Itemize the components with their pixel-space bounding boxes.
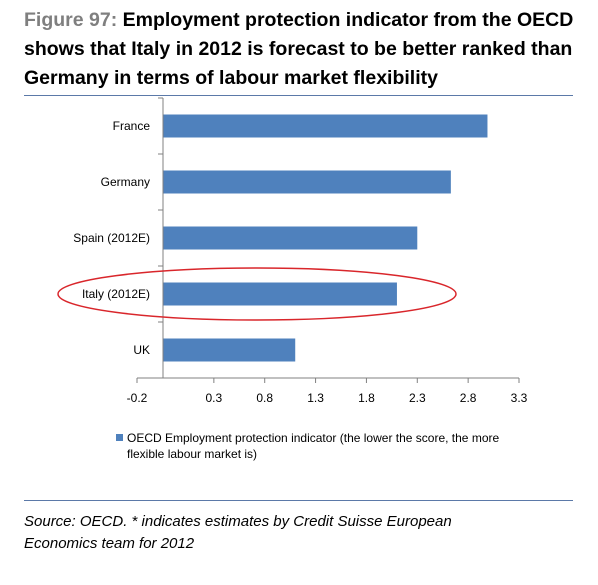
x-tick-label: 1.8 <box>358 391 375 405</box>
axes-group <box>136 97 520 383</box>
x-tick-label: 0.8 <box>256 391 273 405</box>
category-label: Italy (2012E) <box>82 287 150 301</box>
x-tick-label: 3.3 <box>511 391 528 405</box>
category-label: UK <box>133 343 150 357</box>
bottom-divider <box>24 500 573 501</box>
figure-title: Employment protection indicator from the… <box>24 9 574 89</box>
figure-heading: Figure 97: Employment protection indicat… <box>24 6 584 93</box>
source-line-2: Economics team for 2012 <box>24 535 195 552</box>
bar-italy-2012e <box>163 282 397 306</box>
legend-line-1: OECD Employment protection indicator (th… <box>127 431 499 445</box>
tick-labels: -0.2 0.3 0.8 1.3 1.8 2.3 2.8 3.3 <box>127 391 528 405</box>
category-label: Germany <box>101 175 150 189</box>
bar-france <box>163 114 488 138</box>
x-tick-label: 0.3 <box>206 391 223 405</box>
bars-group <box>163 114 488 362</box>
top-divider <box>24 95 573 96</box>
x-tick-label: 2.8 <box>460 391 477 405</box>
x-tick-label: -0.2 <box>127 391 148 405</box>
highlight-ellipse <box>57 267 457 321</box>
x-tick-label: 1.3 <box>307 391 324 405</box>
category-labels: France Germany Spain (2012E) Italy (2012E) U… <box>73 119 150 357</box>
source-note: Source: OECD. * indicates estimates by C… <box>24 511 584 555</box>
legend: OECD Employment protection indicator (th… <box>116 431 499 461</box>
legend-swatch <box>116 434 123 441</box>
category-label: France <box>113 119 151 133</box>
source-line-1: Source: OECD. * indicates estimates by C… <box>24 513 452 530</box>
x-tick-label: 2.3 <box>409 391 426 405</box>
bar-germany <box>163 170 451 194</box>
figure-label: Figure 97: <box>24 9 118 31</box>
bar-uk <box>163 338 296 362</box>
bar-spain-2012e <box>163 226 418 250</box>
legend-line-2: flexible labour market is) <box>127 447 257 461</box>
category-label: Spain (2012E) <box>73 231 150 245</box>
bar-chart: France Germany Spain (2012E) Italy (2012E) U… <box>57 97 528 461</box>
